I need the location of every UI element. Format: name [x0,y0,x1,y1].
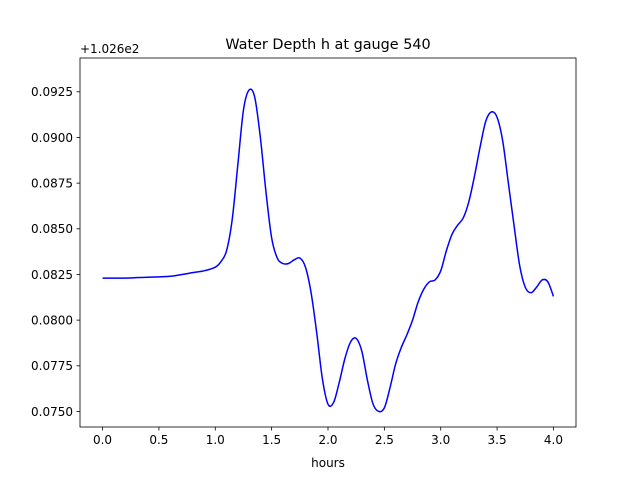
x-tick-label: 2.5 [375,433,394,447]
x-tick-label: 0.0 [93,433,112,447]
x-axis-ticks: 0.0 0.5 1.0 1.5 2.0 2.5 3.0 3.5 4.0 [93,427,563,447]
y-offset-label: +1.026e2 [80,42,139,56]
x-tick-label: 2.0 [318,433,337,447]
plot-frame [79,57,577,428]
y-tick-label: 0.0800 [31,313,73,327]
x-tick-label: 0.5 [149,433,168,447]
y-tick-label: 0.0750 [31,405,73,419]
water-depth-line [102,88,555,413]
x-tick-label: 1.5 [262,433,281,447]
y-tick-label: 0.0875 [31,176,73,190]
x-tick-label: 1.0 [206,433,225,447]
y-tick-label: 0.0925 [31,85,73,99]
x-tick-label: 4.0 [544,433,563,447]
chart-title: Water Depth h at gauge 540 [225,37,430,53]
y-tick-label: 0.0825 [31,268,73,282]
y-tick-label: 0.0850 [31,222,73,236]
y-axis-ticks: 0.0750 0.0775 0.0800 0.0825 0.0850 0.0875 0.09… [31,85,80,419]
x-tick-label: 3.0 [431,433,450,447]
x-axis-label: hours [311,456,345,470]
y-tick-label: 0.0775 [31,359,73,373]
y-tick-label: 0.0900 [31,131,73,145]
x-tick-label: 3.5 [488,433,507,447]
